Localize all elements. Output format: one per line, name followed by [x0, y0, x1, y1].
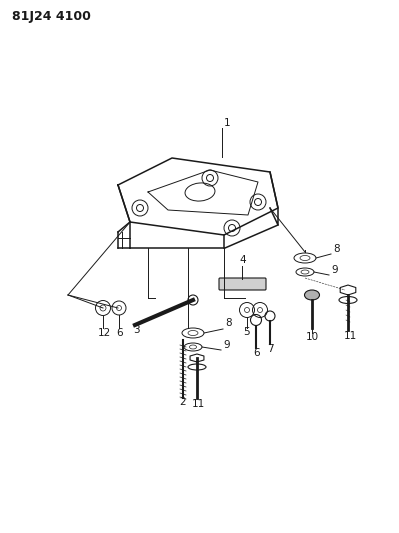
- FancyBboxPatch shape: [219, 278, 266, 290]
- Text: 6: 6: [116, 328, 122, 338]
- Text: 11: 11: [192, 399, 205, 409]
- Text: 7: 7: [267, 344, 274, 354]
- Text: 8: 8: [225, 318, 232, 328]
- Text: 5: 5: [243, 327, 250, 337]
- Text: 8: 8: [333, 244, 340, 254]
- Text: 4: 4: [239, 255, 246, 265]
- Text: 6: 6: [253, 348, 260, 358]
- Text: 12: 12: [98, 328, 111, 338]
- Text: 2: 2: [179, 397, 186, 407]
- Text: 9: 9: [331, 265, 338, 275]
- Text: 11: 11: [344, 331, 357, 341]
- Text: 3: 3: [133, 325, 140, 335]
- Text: 10: 10: [306, 332, 319, 342]
- Ellipse shape: [304, 290, 320, 300]
- Text: 9: 9: [223, 340, 230, 350]
- Text: 81J24 4100: 81J24 4100: [12, 10, 91, 23]
- Text: 1: 1: [224, 118, 231, 128]
